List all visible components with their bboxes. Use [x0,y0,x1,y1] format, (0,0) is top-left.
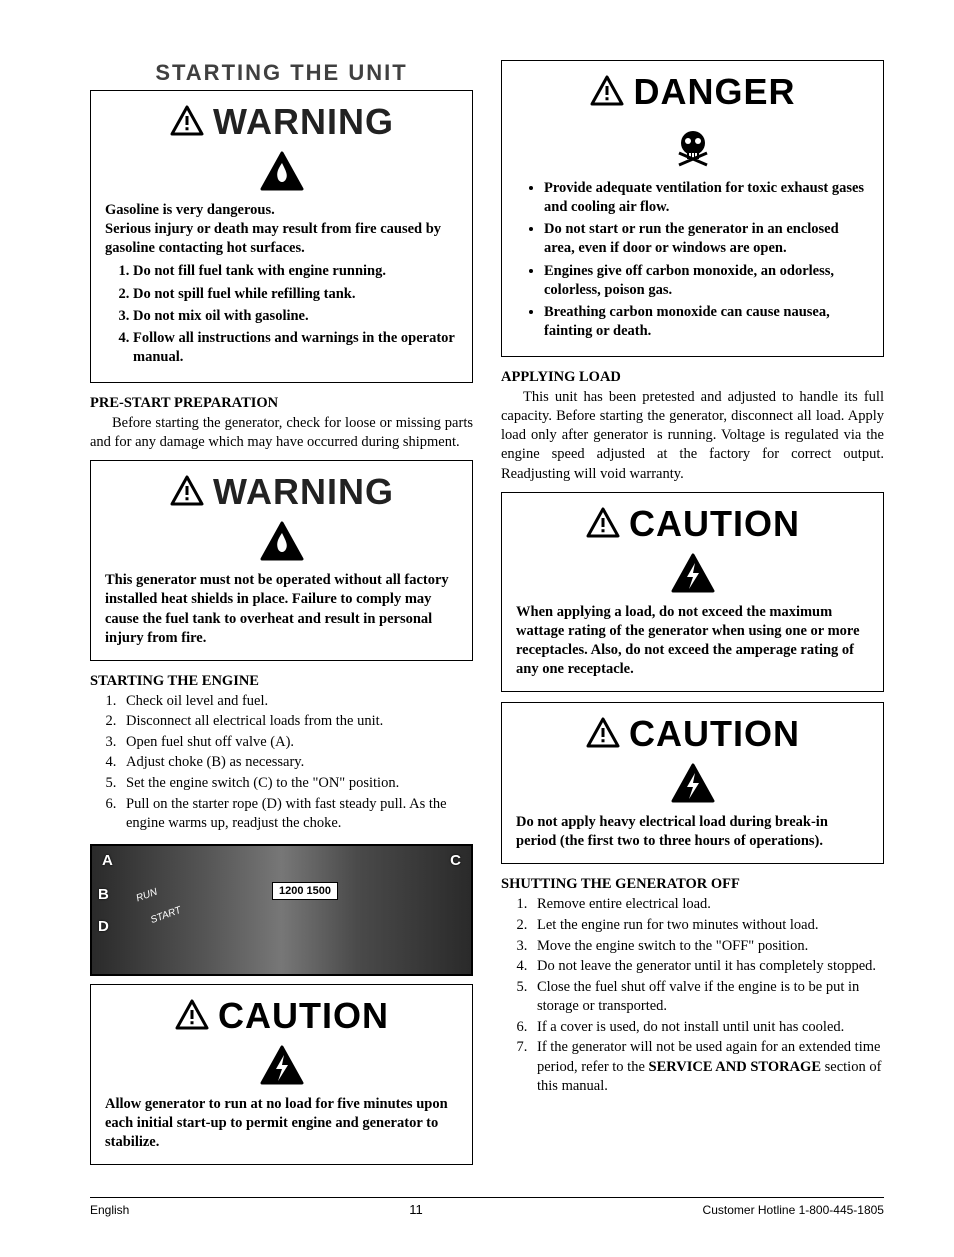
fig-start-label: START [149,905,183,926]
shutting-steps: Remove entire electrical load. Let the e… [501,895,884,1097]
fig-label-b: B [98,886,109,903]
footer-page-number: 11 [409,1202,423,1217]
caution-word: CAUTION [629,503,800,545]
fig-badge: 1200 1500 [272,882,338,900]
caution-box-wattage: CAUTION When applying a load, do not exc… [501,492,884,693]
fire-icon [258,519,306,563]
step: Adjust choke (B) as necessary. [120,753,473,773]
warning-intro: Gasoline is very dangerous. [105,201,458,220]
caution-word: CAUTION [218,995,389,1037]
warning-item: Do not fill fuel tank with engine runnin… [133,262,458,281]
caution-body: When applying a load, do not exceed the … [510,603,875,680]
fig-label-d: D [98,918,109,935]
step: Do not leave the generator until it has … [531,957,884,977]
shock-icon [669,761,717,805]
warning-word: WARNING [213,101,394,143]
page-footer: English 11 Customer Hotline 1-800-445-18… [90,1197,884,1217]
step7-bold: SERVICE AND STORAGE [649,1059,821,1075]
right-column: DANGER Provide adequate ventilation for … [501,60,884,1175]
caution-word: CAUTION [629,713,800,755]
step: Check oil level and fuel. [120,692,473,712]
generator-figure: A B C D RUN START 1200 1500 [90,844,473,976]
caution-header: CAUTION [510,503,875,545]
alert-triangle-icon [174,998,210,1034]
starting-steps: Check oil level and fuel. Disconnect all… [90,692,473,834]
hazard-icon-row [510,123,875,171]
step: Remove entire electrical load. [531,895,884,915]
shock-icon [258,1043,306,1087]
warning-box-heatshield: WARNING This generator must not be opera… [90,460,473,661]
shock-icon [669,551,717,595]
warning-item: Do not spill fuel while refilling tank. [133,285,458,304]
caution-header: CAUTION [99,995,464,1037]
danger-header: DANGER [510,71,875,113]
warning-item: Follow all instructions and warnings in … [133,329,458,367]
caution-box-breakin: CAUTION Do not apply heavy electrical lo… [501,702,884,864]
alert-triangle-icon [585,716,621,752]
warning-word: WARNING [213,471,394,513]
alert-triangle-icon [585,506,621,542]
page-columns: STARTING THE UNIT WARNING Gasoline is ve… [90,60,884,1175]
step: Set the engine switch (C) to the "ON" po… [120,774,473,794]
caution-body: Do not apply heavy electrical load durin… [510,813,875,851]
step: Pull on the starter rope (D) with fast s… [120,795,473,834]
caution-body: Allow generator to run at no load for fi… [99,1095,464,1152]
danger-item: Do not start or run the generator in an … [544,220,869,258]
caution-box-noload: CAUTION Allow generator to run at no loa… [90,984,473,1165]
warning-header: WARNING [99,101,464,143]
fig-label-c: C [450,852,461,869]
fire-icon [258,149,306,193]
hazard-icon-row [510,551,875,595]
step: Let the engine run for two minutes witho… [531,916,884,936]
warning-intro-2: Serious injury or death may result from … [105,220,458,258]
footer-hotline: Customer Hotline 1-800-445-1805 [703,1203,884,1217]
alert-triangle-icon [589,74,625,110]
danger-box: DANGER Provide adequate ventilation for … [501,60,884,357]
warning-item: Do not mix oil with gasoline. [133,307,458,326]
step: Disconnect all electrical loads from the… [120,712,473,732]
fig-label-a: A [102,852,113,869]
danger-body: Provide adequate ventilation for toxic e… [510,179,875,341]
alert-triangle-icon [169,474,205,510]
left-column: STARTING THE UNIT WARNING Gasoline is ve… [90,60,473,1175]
danger-list: Provide adequate ventilation for toxic e… [524,179,869,341]
prestart-text: Before starting the generator, check for… [90,414,473,452]
step: If a cover is used, do not install until… [531,1018,884,1038]
shutting-heading: SHUTTING THE GENERATOR OFF [501,876,884,893]
warning-body: Gasoline is very dangerous. Serious inju… [99,201,464,367]
fig-run-label: RUN [135,886,159,904]
hazard-icon-row [99,1043,464,1087]
danger-item: Engines give off carbon monoxide, an odo… [544,262,869,300]
warning-body: This generator must not be operated with… [99,571,464,648]
warning-box-gasoline: WARNING Gasoline is very dangerous. Seri… [90,90,473,383]
applying-heading: APPLYING LOAD [501,369,884,386]
skull-icon [669,123,717,171]
danger-word: DANGER [633,71,795,113]
alert-triangle-icon [169,104,205,140]
hazard-icon-row [510,761,875,805]
warning-header: WARNING [99,471,464,513]
step: Close the fuel shut off valve if the eng… [531,978,884,1017]
hazard-icon-row [99,149,464,193]
prestart-heading: PRE-START PREPARATION [90,395,473,412]
step: Open fuel shut off valve (A). [120,733,473,753]
step: Move the engine switch to the "OFF" posi… [531,937,884,957]
caution-header: CAUTION [510,713,875,755]
step-7: If the generator will not be used again … [531,1038,884,1097]
danger-item: Breathing carbon monoxide can cause naus… [544,303,869,341]
hazard-icon-row [99,519,464,563]
starting-heading: STARTING THE ENGINE [90,673,473,690]
footer-language: English [90,1203,129,1217]
section-title: STARTING THE UNIT [90,60,473,86]
warning-list: Do not fill fuel tank with engine runnin… [113,262,458,367]
danger-item: Provide adequate ventilation for toxic e… [544,179,869,217]
applying-text: This unit has been pretested and adjuste… [501,388,884,484]
